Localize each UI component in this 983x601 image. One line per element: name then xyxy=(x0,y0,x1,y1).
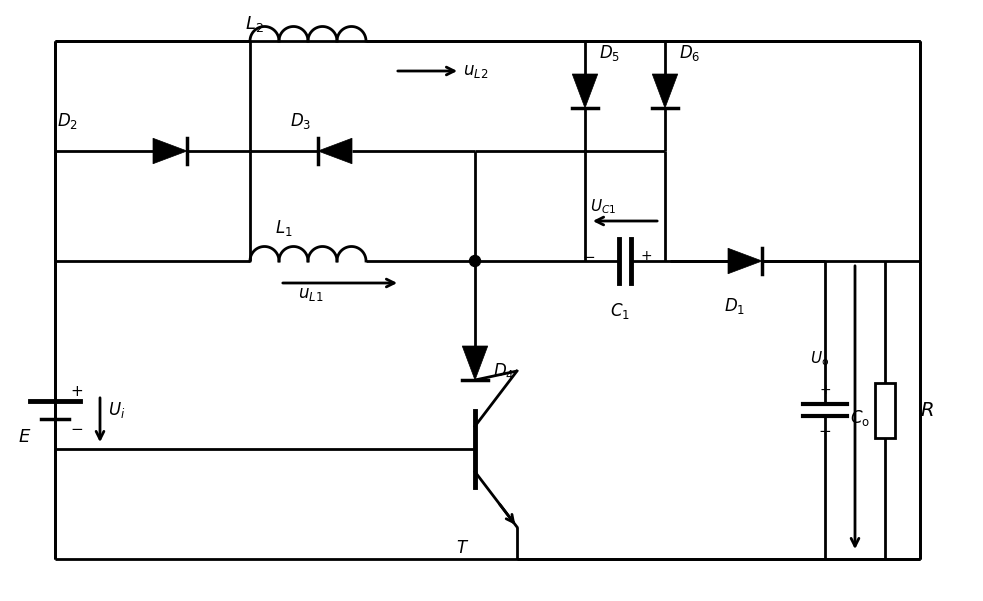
Circle shape xyxy=(470,255,481,266)
Text: $+$: $+$ xyxy=(70,385,84,400)
Text: $+$: $+$ xyxy=(640,249,652,263)
Text: $D_6$: $D_6$ xyxy=(679,43,701,63)
Text: $D_5$: $D_5$ xyxy=(599,43,620,63)
Text: $D_2$: $D_2$ xyxy=(57,111,78,131)
Polygon shape xyxy=(653,74,677,108)
Text: $R$: $R$ xyxy=(920,400,934,419)
Text: $-$: $-$ xyxy=(819,423,832,438)
Text: $U_{C1}$: $U_{C1}$ xyxy=(590,197,616,216)
Text: $L_2$: $L_2$ xyxy=(245,14,263,34)
Text: $D_4$: $D_4$ xyxy=(493,361,514,381)
Text: $-$: $-$ xyxy=(70,421,84,436)
Text: $+$: $+$ xyxy=(819,383,831,397)
Text: $u_{L2}$: $u_{L2}$ xyxy=(463,62,489,80)
Polygon shape xyxy=(572,74,598,108)
Text: $L_1$: $L_1$ xyxy=(275,218,293,238)
Text: $U_i$: $U_i$ xyxy=(108,400,126,420)
Text: $C_{\rm o}$: $C_{\rm o}$ xyxy=(850,408,870,428)
Polygon shape xyxy=(728,248,762,273)
Text: $C_1$: $C_1$ xyxy=(610,301,630,321)
Text: $T$: $T$ xyxy=(456,539,470,557)
Text: $E$: $E$ xyxy=(19,428,31,446)
Text: $-$: $-$ xyxy=(582,248,595,263)
Bar xyxy=(875,382,895,438)
Polygon shape xyxy=(153,138,187,163)
Polygon shape xyxy=(462,346,488,380)
Text: $U_{\rm o}$: $U_{\rm o}$ xyxy=(810,349,830,368)
Polygon shape xyxy=(318,138,352,163)
Text: $D_1$: $D_1$ xyxy=(724,296,745,316)
Text: $D_3$: $D_3$ xyxy=(290,111,312,131)
Text: $u_{L1}$: $u_{L1}$ xyxy=(298,285,323,303)
